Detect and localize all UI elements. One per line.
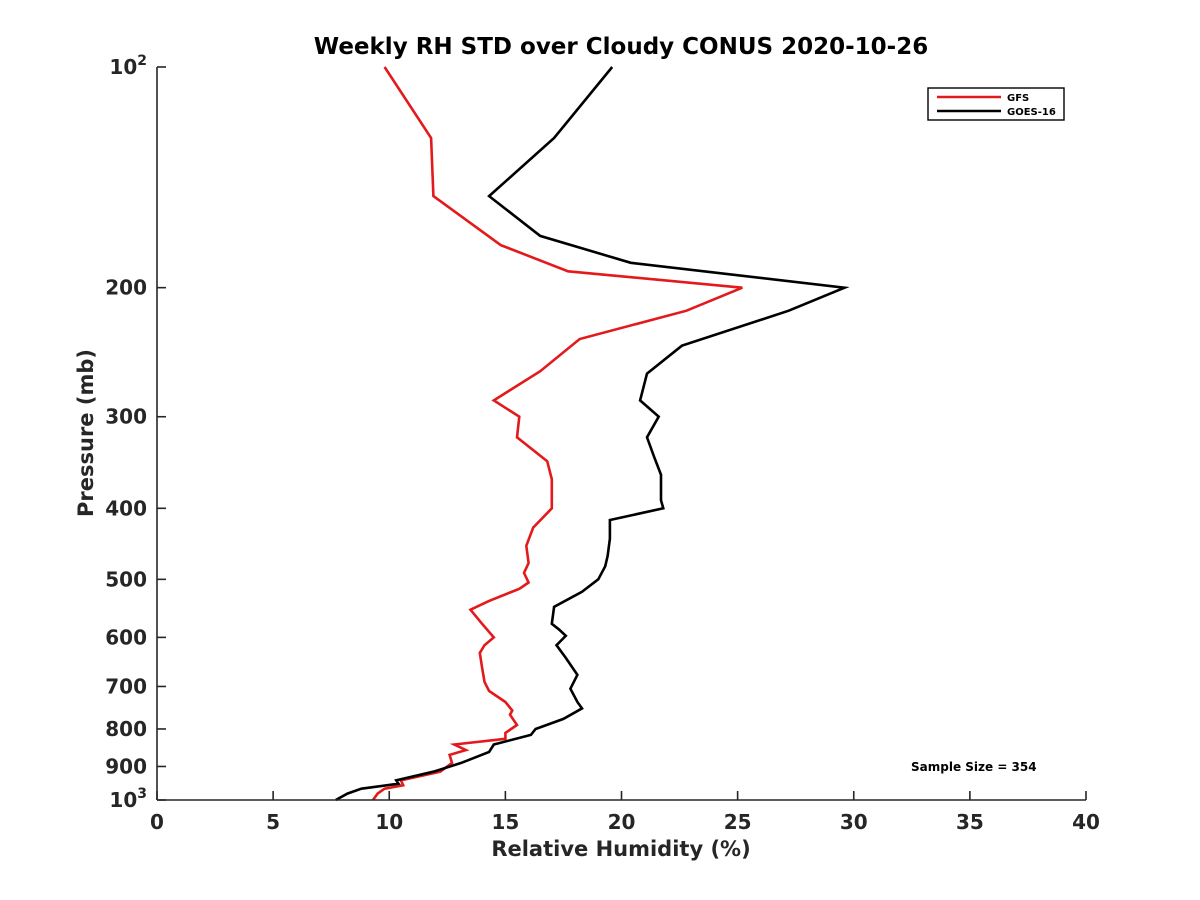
y-tick-label: 103 <box>109 786 147 812</box>
legend-label-gfs: GFS <box>1007 93 1029 104</box>
plot-series <box>335 66 850 802</box>
x-tick-label: 15 <box>491 810 519 834</box>
x-tick-label: 0 <box>150 810 164 834</box>
y-tick-label: 500 <box>105 567 147 591</box>
series-line-gfs <box>371 66 743 801</box>
y-tick-label: 800 <box>105 717 147 741</box>
y-tick-label: 400 <box>105 496 147 520</box>
chart-title: Weekly RH STD over Cloudy CONUS 2020-10-… <box>314 34 928 60</box>
series-line-goes16 <box>335 66 850 802</box>
sample-size-annotation: Sample Size = 354 <box>911 760 1037 774</box>
y-tick-label: 900 <box>105 754 147 778</box>
x-tick-label: 25 <box>724 810 752 834</box>
y-tick-label: 200 <box>105 276 147 300</box>
x-tick-label: 10 <box>375 810 403 834</box>
y-tick-label: 600 <box>105 625 147 649</box>
x-axis-title: Relative Humidity (%) <box>491 837 750 861</box>
x-tick-label: 40 <box>1072 810 1100 834</box>
x-tick-label: 35 <box>956 810 984 834</box>
legend-label-goes16: GOES-16 <box>1007 107 1056 118</box>
y-tick-label: 700 <box>105 674 147 698</box>
x-tick-label: 30 <box>840 810 868 834</box>
x-axis-ticks: 0 5 10 15 20 25 30 35 40 <box>150 791 1100 834</box>
legend-box <box>927 87 1065 121</box>
x-tick-label: 5 <box>266 810 280 834</box>
x-tick-label: 20 <box>608 810 636 834</box>
y-tick-label: 102 <box>109 53 147 79</box>
y-tick-label: 300 <box>105 405 147 429</box>
legend: GFS GOES-16 <box>927 87 1065 121</box>
y-axis-ticks: 102 200 300 400 500 600 700 800 900 103 <box>105 53 166 812</box>
y-axis-title: Pressure (mb) <box>74 349 98 517</box>
